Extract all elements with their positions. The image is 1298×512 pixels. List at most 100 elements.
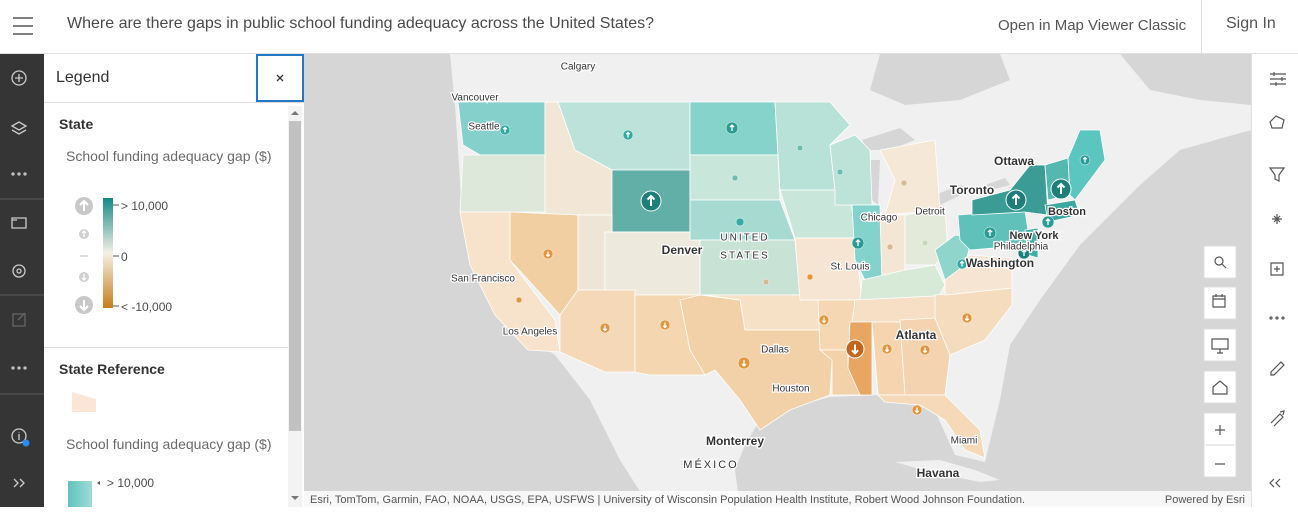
symbol-circle — [796, 144, 804, 152]
place-label: Vancouver — [451, 93, 499, 104]
styles-icon[interactable] — [1269, 115, 1285, 129]
attribution-bar — [304, 491, 1251, 507]
gradient-ramp — [75, 197, 119, 314]
water-body — [1120, 54, 1251, 105]
state-symbol — [1079, 154, 1091, 166]
more-icon[interactable] — [11, 172, 27, 176]
settings-icon[interactable] — [12, 264, 26, 278]
state-symbol — [881, 343, 893, 355]
state-symbol — [919, 344, 931, 356]
place-label: Atlanta — [896, 328, 937, 342]
info-icon[interactable] — [11, 428, 27, 444]
legend-panel: Legend State School funding adequacy gap… — [44, 54, 305, 507]
popup-icon[interactable] — [1270, 262, 1284, 276]
state-symbol — [737, 356, 751, 370]
place-label: Monterrey — [706, 434, 764, 448]
state — [679, 294, 833, 431]
state-symbol — [499, 124, 511, 136]
state-symbols — [499, 121, 1091, 416]
home-button[interactable] — [1203, 370, 1237, 404]
control-icons — [1206, 256, 1234, 465]
symbol-circle — [886, 243, 894, 251]
state-symbol — [640, 190, 662, 212]
place-label: Dallas — [761, 345, 789, 356]
symbol-circle — [836, 168, 844, 176]
state-symbol — [806, 273, 814, 281]
state-symbol — [886, 243, 894, 251]
symbol-arrow — [1045, 218, 1051, 225]
state-symbol — [845, 339, 865, 359]
state-symbol — [1017, 246, 1031, 260]
section-title: State Reference — [59, 361, 165, 377]
legend-label: 0 — [121, 250, 128, 264]
close-icon — [276, 74, 284, 82]
symbol-arrow — [821, 317, 827, 324]
state-symbol — [921, 239, 929, 247]
state-symbol — [796, 144, 804, 152]
close-button[interactable] — [256, 54, 304, 102]
map[interactable]: Calgary Vancouver Seattle Ottawa Toronto Detr… — [304, 54, 1251, 507]
filter-icon[interactable] — [1268, 167, 1286, 182]
symbol-circle — [900, 179, 908, 187]
state-symbol — [599, 322, 611, 334]
fullscreen-button[interactable] — [1203, 328, 1237, 362]
state-symbol — [1050, 178, 1072, 200]
attribution: Esri, TomTom, Garmin, FAO, NOAA, USGS, E… — [310, 494, 1025, 506]
state-symbol — [900, 179, 908, 187]
place-label: Havana — [917, 466, 960, 480]
state-symbol — [762, 278, 770, 286]
state — [459, 154, 546, 213]
place-label: Los Angeles — [503, 327, 558, 338]
menu-icon[interactable] — [12, 16, 34, 36]
symbol-arrow — [741, 360, 747, 367]
symbol-circle — [762, 278, 770, 286]
state-symbol — [1005, 189, 1027, 211]
place-label: Denver — [662, 243, 703, 257]
legend-title: Legend — [56, 69, 110, 86]
header: Where are there gaps in public school fu… — [0, 0, 1298, 54]
effects-icon[interactable] — [1272, 214, 1282, 224]
state-symbol — [851, 236, 865, 250]
left-toolbar — [0, 54, 44, 507]
symbol-arrow — [1021, 249, 1027, 256]
properties-icon[interactable] — [1270, 72, 1286, 86]
state — [699, 239, 801, 296]
right-toolbar-icons — [1268, 72, 1286, 488]
place-label: Miami — [951, 436, 978, 447]
symbol-arrow — [1056, 182, 1066, 194]
place-label: Seattle — [468, 122, 500, 133]
water-body — [985, 178, 1010, 190]
state-symbol — [818, 314, 830, 326]
tools-icon[interactable] — [1270, 410, 1285, 427]
collapse-icon[interactable] — [1269, 478, 1281, 488]
scrollbar[interactable] — [288, 106, 302, 507]
symbol-arrow — [625, 131, 631, 138]
basemap-button[interactable] — [1203, 286, 1237, 320]
place-label: Boston — [1048, 206, 1086, 218]
place-label: Washington — [966, 256, 1034, 270]
reference-swatch — [72, 392, 96, 412]
scrollbar-graphic — [289, 111, 301, 500]
state — [559, 289, 636, 373]
state-symbol — [735, 217, 745, 227]
symbol-arrow — [987, 229, 993, 236]
state — [971, 164, 1049, 216]
folder-icon[interactable] — [11, 217, 27, 229]
divider — [44, 102, 304, 103]
layers-icon[interactable] — [10, 121, 28, 135]
state-symbol — [956, 258, 968, 270]
symbol-arrow — [964, 315, 970, 322]
open-classic-link[interactable]: Open in Map Viewer Classic — [998, 17, 1187, 34]
sign-in[interactable]: Sign In — [1226, 15, 1276, 32]
state-symbol — [515, 296, 523, 304]
search-button[interactable] — [1203, 245, 1237, 279]
left-toolbar-icons — [0, 70, 44, 488]
add-icon[interactable] — [11, 70, 27, 86]
expand-icon[interactable] — [13, 478, 25, 488]
state-symbol — [983, 226, 997, 240]
symbol-arrow — [729, 124, 735, 131]
more-icon[interactable] — [11, 366, 27, 370]
share-icon[interactable] — [12, 312, 26, 327]
symbol-arrow — [922, 347, 928, 354]
sketch-icon[interactable] — [1270, 361, 1285, 376]
